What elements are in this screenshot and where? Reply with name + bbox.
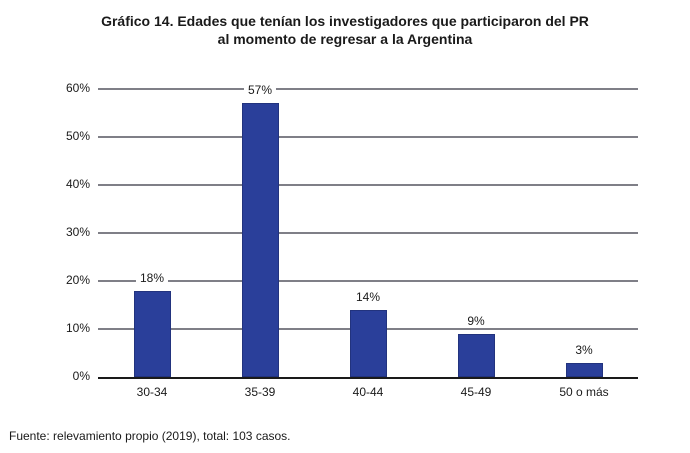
y-tick-label: 60% (65, 81, 90, 95)
bar-50-o-más (565, 362, 603, 377)
bar-35-39 (241, 103, 279, 377)
gridline-20 (98, 280, 638, 282)
gridline-60 (98, 88, 638, 90)
chart-title-line2: al momento de regresar a la Argentina (217, 31, 473, 47)
chart-title: Gráfico 14. Edades que tenían los invest… (0, 12, 690, 48)
y-tick-label: 10% (65, 321, 90, 335)
x-tick-label: 30-34 (136, 385, 168, 399)
gridline-50 (98, 136, 638, 138)
bar-value-label: 3% (571, 342, 597, 357)
source-note: Fuente: relevamiento propio (2019), tota… (9, 429, 291, 443)
chart-title-line1: Gráfico 14. Edades que tenían los invest… (101, 13, 589, 29)
y-tick-label: 30% (65, 225, 90, 239)
y-tick-label: 40% (65, 177, 90, 191)
bar-value-label: 14% (351, 289, 385, 304)
y-tick-label: 50% (65, 129, 90, 143)
bar-40-44 (349, 309, 387, 377)
x-tick-label: 40-44 (352, 385, 384, 399)
bar-value-label: 18% (135, 270, 169, 285)
bar-value-label: 57% (243, 83, 277, 98)
bar-45-49 (457, 333, 495, 377)
y-tick-label: 0% (72, 369, 90, 383)
y-tick-label: 20% (65, 273, 90, 287)
plot-area: 18% 57% 14% 9% 3% (98, 83, 638, 377)
bar-value-label: 9% (463, 313, 489, 328)
x-tick-label: 50 o más (559, 385, 609, 399)
bar-30-34 (133, 290, 171, 377)
x-axis-line (98, 377, 638, 379)
gridline-30 (98, 232, 638, 234)
x-tick-label: 35-39 (244, 385, 276, 399)
x-tick-label: 45-49 (460, 385, 492, 399)
gridline-40 (98, 184, 638, 186)
